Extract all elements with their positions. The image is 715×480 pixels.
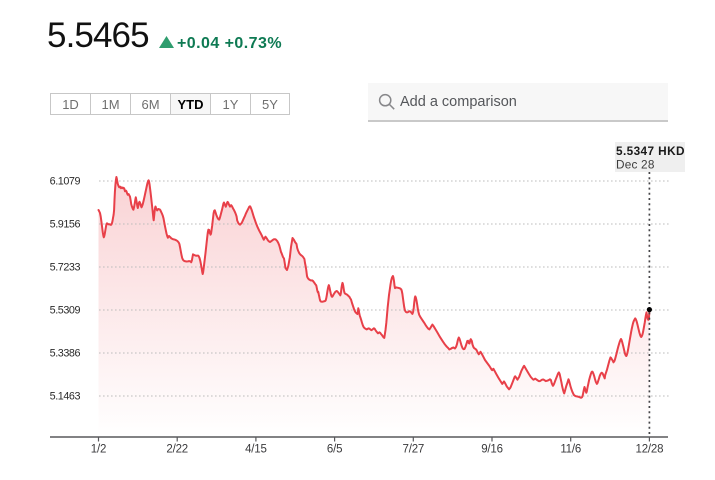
svg-text:5.5309: 5.5309 xyxy=(50,305,81,317)
svg-text:2/22: 2/22 xyxy=(166,443,188,455)
svg-text:5.9156: 5.9156 xyxy=(50,219,81,231)
svg-text:6/5: 6/5 xyxy=(327,443,342,455)
svg-text:6.1079: 6.1079 xyxy=(50,176,81,188)
svg-text:5.1463: 5.1463 xyxy=(50,391,81,403)
svg-text:11/6: 11/6 xyxy=(560,443,581,455)
svg-text:5.3386: 5.3386 xyxy=(50,348,81,360)
svg-text:9/16: 9/16 xyxy=(481,443,503,455)
svg-text:12/28: 12/28 xyxy=(636,443,664,455)
svg-text:Dec 28: Dec 28 xyxy=(616,158,655,172)
svg-text:1/2: 1/2 xyxy=(91,443,106,455)
svg-text:7/27: 7/27 xyxy=(403,443,425,455)
svg-text:5.7233: 5.7233 xyxy=(50,262,81,274)
svg-text:5.5347 HKD: 5.5347 HKD xyxy=(616,144,685,158)
svg-text:4/15: 4/15 xyxy=(245,443,267,455)
